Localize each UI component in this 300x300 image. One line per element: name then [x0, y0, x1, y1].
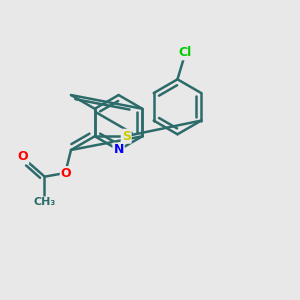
Text: O: O: [61, 167, 71, 180]
Text: CH₃: CH₃: [33, 197, 56, 207]
Text: N: N: [113, 143, 124, 157]
Text: Cl: Cl: [179, 46, 192, 59]
Text: S: S: [122, 130, 131, 143]
Text: O: O: [18, 150, 28, 164]
